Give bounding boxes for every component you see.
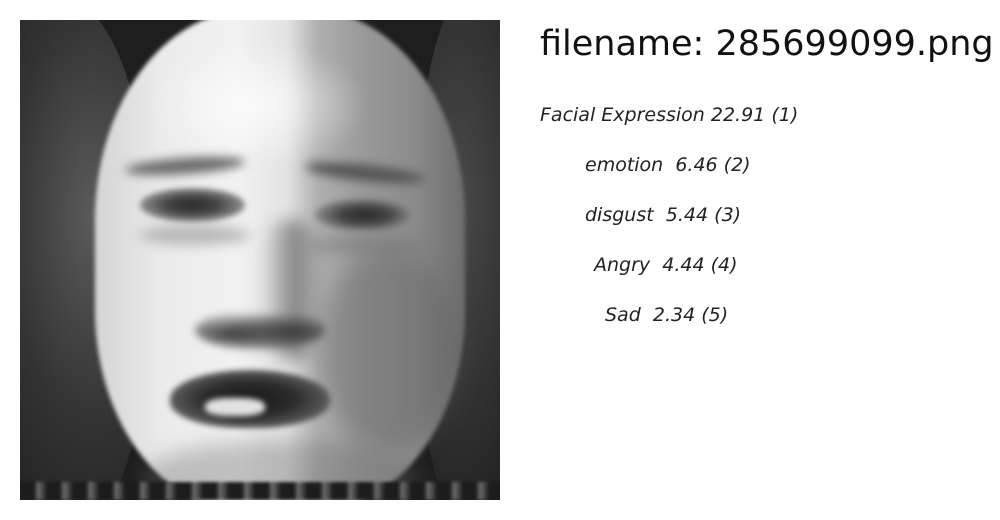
prediction-list: Facial Expression 22.91 (1) emotion 6.46…	[540, 103, 798, 353]
prediction-score: 6.46	[675, 154, 718, 176]
filename-prefix: filename:	[540, 24, 716, 64]
right-under-eye-shadow	[310, 235, 420, 255]
prediction-item: Facial Expression 22.91 (1)	[540, 103, 798, 153]
prediction-item: emotion 6.46 (2)	[540, 153, 798, 203]
forehead-highlight	[140, 40, 370, 170]
teeth	[205, 398, 265, 416]
prediction-label: Angry	[594, 254, 651, 276]
prediction-rank: (1)	[771, 104, 799, 126]
prediction-rank: (5)	[701, 304, 729, 326]
right-eye	[315, 198, 415, 232]
prediction-score: 22.91	[710, 104, 766, 126]
filename-title: filename: 285699099.png	[540, 24, 994, 64]
prediction-rank: (3)	[714, 204, 742, 226]
prediction-label: disgust	[585, 204, 654, 226]
prediction-item: Sad 2.34 (5)	[540, 303, 798, 353]
left-under-eye-shadow	[140, 225, 250, 245]
face-image	[20, 20, 500, 500]
filename-value: 285699099.png	[715, 24, 994, 64]
prediction-label: Sad	[605, 304, 641, 326]
cheek-shadow	[320, 250, 460, 450]
left-eye	[140, 188, 245, 222]
prediction-rank: (2)	[723, 154, 751, 176]
image-bottom-strip	[20, 482, 500, 500]
prediction-item: disgust 5.44 (3)	[540, 203, 798, 253]
prediction-score: 2.34	[652, 304, 696, 326]
prediction-label: emotion	[585, 154, 664, 176]
prediction-item: Angry 4.44 (4)	[540, 253, 798, 303]
prediction-score: 5.44	[665, 204, 709, 226]
nostrils	[195, 310, 325, 350]
prediction-rank: (4)	[710, 254, 738, 276]
prediction-score: 4.44	[662, 254, 705, 276]
prediction-label: Facial Expression	[540, 104, 705, 126]
